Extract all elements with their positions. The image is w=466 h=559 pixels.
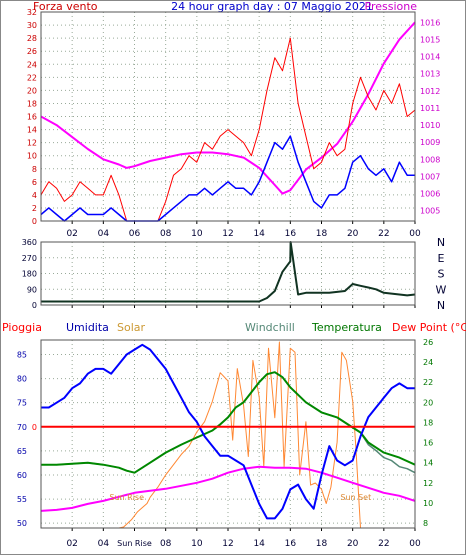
pressure-axis-label: Pressione: [365, 0, 418, 13]
wind-y-tick-label: 20: [27, 86, 37, 95]
wind-y-tick-label: 6: [32, 178, 37, 187]
wind-y-tick-label: 26: [27, 47, 37, 56]
humidity-x-tick-label: 14: [253, 539, 265, 549]
wind-y-tick-label: 22: [27, 73, 37, 82]
wind-x-tick-label: 22: [378, 229, 389, 239]
humidity-y-tick-label: 50: [17, 519, 27, 528]
temperature-y-tick-label: 12: [423, 479, 433, 488]
humidity-x-tick-label: 12: [222, 539, 233, 549]
pressure-y-tick-label: 1010: [420, 121, 440, 130]
wind-y-tick-label: 28: [27, 34, 37, 43]
wind-y-tick-label: 0: [32, 217, 37, 226]
legend-umidita: Umidita: [66, 321, 109, 334]
wind-y-tick-label: 10: [27, 152, 37, 161]
wind-y-tick-label: 14: [27, 126, 37, 135]
pressure-y-tick-label: 1006: [420, 190, 440, 199]
wind-y-tick-label: 16: [27, 113, 37, 122]
temperature-y-tick-label: 26: [423, 338, 433, 347]
pressure-y-tick-label: 1009: [420, 138, 440, 147]
temperature-y-tick-label: 14: [423, 459, 433, 468]
humidity-x-tick-label: 08: [160, 539, 172, 549]
temperature-y-tick-label: 10: [423, 499, 433, 508]
wind-x-tick-label: 10: [191, 229, 203, 239]
wind-x-tick-label: 08: [160, 229, 172, 239]
sun-set-annotation: Sun Set: [340, 493, 371, 502]
humidity-x-tick-label: Sun Rise: [117, 539, 152, 548]
humidity-y-tick-label: 60: [17, 471, 27, 480]
pressure-y-tick-label: 1005: [420, 207, 440, 216]
direction-y-tick-label: 180: [22, 270, 37, 279]
humidity-y-tick-label: 85: [17, 350, 27, 359]
humidity-y-tick-label: 65: [17, 447, 27, 456]
temperature-y-tick-label: 8: [423, 519, 428, 528]
wind-y-tick-label: 12: [27, 139, 37, 148]
temperature-y-tick-label: 18: [423, 418, 433, 427]
humidity-x-tick-label: 22: [378, 539, 389, 549]
legend-windchill: Windchill: [245, 321, 295, 334]
wind-y-tick-label: 4: [32, 191, 37, 200]
wind-y-tick-label: 2: [32, 204, 37, 213]
wind-x-tick-label: 04: [98, 229, 110, 239]
humidity-x-tick-label: 00: [409, 539, 421, 549]
humidity-y-tick-label: 70: [17, 423, 27, 432]
compass-label: N: [437, 299, 445, 312]
compass-label: W: [436, 283, 447, 296]
humidity-x-tick-label: 18: [316, 539, 328, 549]
wind-x-tick-label: 16: [285, 229, 297, 239]
wind-x-tick-label: 06: [129, 229, 141, 239]
wind-x-tick-label: 00: [409, 229, 421, 239]
wind-y-tick-label: 24: [27, 60, 37, 69]
pressure-y-tick-label: 1014: [420, 53, 440, 62]
pressure-y-tick-label: 1008: [420, 155, 440, 164]
humidity-x-tick-label: 16: [285, 539, 297, 549]
pressure-y-tick-label: 1013: [420, 70, 440, 79]
direction-y-tick-label: 0: [32, 301, 37, 310]
wind-y-tick-label: 18: [27, 99, 37, 108]
chart-title: 24 hour graph day : 07 Maggio 2021: [171, 0, 373, 13]
legend-dew-point: Dew Point (°C): [392, 321, 466, 334]
humidity-x-tick-label: 02: [66, 539, 77, 549]
legend-pioggia: Pioggia: [2, 321, 42, 334]
direction-y-tick-label: 270: [22, 254, 37, 263]
temperature-y-tick-label: 16: [423, 439, 433, 448]
wind-y-tick-label: 32: [27, 8, 37, 17]
wind-x-tick-label: 20: [347, 229, 359, 239]
wind-x-tick-label: 18: [316, 229, 328, 239]
pressure-y-tick-label: 1011: [420, 104, 440, 113]
temperature-y-tick-label: 20: [423, 398, 433, 407]
legend-solar: Solar: [117, 321, 146, 334]
humidity-y-tick-label: 80: [17, 375, 27, 384]
compass-label: E: [438, 252, 445, 265]
humidity-y-tick-label: 55: [17, 495, 27, 504]
pressure-y-tick-label: 1015: [420, 35, 440, 44]
humidity-x-tick-label: 04: [98, 539, 110, 549]
pressure-y-tick-label: 1012: [420, 87, 440, 96]
humidity-x-tick-label: 10: [191, 539, 203, 549]
humidity-y-tick-label: 75: [17, 399, 27, 408]
wind-y-tick-label: 8: [32, 165, 37, 174]
temperature-y-tick-label: 24: [423, 358, 433, 367]
compass-label: N: [437, 236, 445, 249]
direction-y-tick-label: 360: [22, 238, 37, 247]
pressure-y-tick-label: 1016: [420, 18, 440, 27]
rain-zero-label: 0: [32, 423, 37, 432]
direction-y-tick-label: 90: [27, 285, 37, 294]
wind-x-tick-label: 12: [222, 229, 233, 239]
pressure-y-tick-label: 1007: [420, 172, 440, 181]
legend-temperatura: Temperatura: [311, 321, 382, 334]
wind-y-tick-label: 30: [27, 21, 37, 30]
compass-label: S: [438, 268, 445, 281]
wind-x-tick-label: 14: [253, 229, 265, 239]
wind-axis-label: Forza vento: [33, 0, 98, 13]
sun-rise-annotation: Sun Rise: [109, 493, 144, 502]
temperature-y-tick-label: 22: [423, 378, 433, 387]
humidity-x-tick-label: 20: [347, 539, 359, 549]
wind-x-tick-label: 02: [66, 229, 77, 239]
